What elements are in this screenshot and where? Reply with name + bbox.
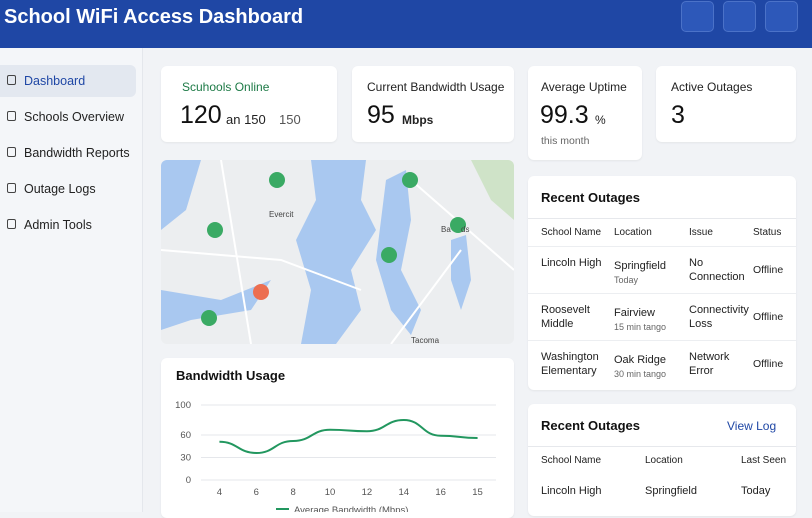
stat-value: 120 bbox=[180, 101, 222, 129]
chart-card: Bandwidth Usage 0 30 60 100 4 6 8 10 12 14 16 15 Ave… bbox=[161, 358, 514, 518]
cell-status: Offline bbox=[753, 358, 784, 370]
stat-label: Scuhools Online bbox=[182, 80, 270, 94]
map-road bbox=[161, 160, 514, 344]
stat-value: 3 bbox=[671, 101, 685, 129]
cell: Springfield bbox=[614, 260, 666, 272]
stat-card: Average Uptime 99.3 % this month bbox=[528, 66, 642, 160]
power-button[interactable] bbox=[765, 1, 798, 32]
nav-item[interactable]: Outage Logs bbox=[0, 173, 136, 205]
stat-value: 95 bbox=[367, 101, 395, 129]
nav-icon bbox=[7, 183, 16, 193]
chart-title: Bandwidth Usage bbox=[176, 368, 285, 383]
cell: Roosevelt Middle bbox=[541, 304, 590, 330]
x-tick-label: 15 bbox=[472, 487, 483, 498]
cell: Lincoln High bbox=[541, 485, 602, 497]
header: School WiFi Access Dashboard bbox=[0, 0, 812, 48]
y-tick-label: 60 bbox=[180, 430, 191, 441]
x-tick-label: 4 bbox=[217, 487, 222, 498]
outage-marker[interactable] bbox=[253, 284, 269, 300]
x-tick-label: 6 bbox=[254, 487, 259, 498]
nav-item[interactable]: Admin Tools bbox=[0, 209, 136, 241]
stat-label: Average Uptime bbox=[541, 80, 627, 94]
stat-card: Active Outages 3 bbox=[656, 66, 796, 142]
cell-status: Offline bbox=[753, 311, 784, 323]
chart: Bandwidth Usage 0 30 60 100 4 6 8 10 12 14 16 15 Ave… bbox=[175, 368, 496, 516]
x-tick-label: 10 bbox=[325, 487, 336, 498]
map-water bbox=[451, 235, 471, 310]
sidebar: Dashboard Schools Overview Bandwidth Repor… bbox=[0, 48, 143, 512]
y-tick-label: 0 bbox=[186, 475, 191, 486]
nav-icon bbox=[7, 219, 16, 229]
stat-label: Current Bandwidth Usage bbox=[367, 80, 505, 94]
settings-button[interactable] bbox=[723, 1, 756, 32]
cell: Oak Ridge bbox=[614, 354, 666, 366]
legend-label: Average Bandwidth (Mbps) bbox=[294, 505, 408, 512]
card-title: Recent Outages bbox=[541, 418, 640, 433]
line-series bbox=[219, 418, 478, 455]
map-water bbox=[376, 170, 421, 335]
map-markers bbox=[201, 172, 466, 326]
row-divider bbox=[528, 293, 796, 294]
x-tick-label: 16 bbox=[435, 487, 446, 498]
table-header: Location bbox=[645, 455, 683, 466]
card-title: Recent Outages bbox=[541, 190, 640, 205]
stat-unit: % bbox=[595, 113, 606, 127]
cell: No Connection bbox=[689, 257, 745, 283]
map-label: ds bbox=[461, 225, 469, 234]
cell: Network Error bbox=[689, 351, 730, 377]
map-label: Tacoma bbox=[411, 336, 440, 344]
nav-item[interactable]: Schools Overview bbox=[0, 101, 136, 133]
app-title: School WiFi Access Dashboard bbox=[4, 6, 304, 28]
nav-item[interactable]: Dashboard bbox=[0, 65, 136, 97]
cell-sub: 30 min tango bbox=[614, 369, 667, 379]
stat-extra: 150 bbox=[279, 112, 301, 127]
y-tick-label: 30 bbox=[180, 453, 191, 464]
nav-item[interactable]: Bandwidth Reports bbox=[0, 137, 136, 169]
map-park bbox=[471, 160, 514, 220]
stat-card: Scuhools Online 120 an 150 150 bbox=[161, 66, 337, 142]
x-tick-label: 14 bbox=[399, 487, 410, 498]
row-divider bbox=[528, 340, 796, 341]
stat-value: 99.3 bbox=[540, 101, 589, 129]
cell-sub: Today bbox=[614, 275, 639, 285]
nav-icon bbox=[7, 111, 16, 121]
map-water bbox=[296, 160, 376, 344]
stat-label: Active Outages bbox=[671, 80, 753, 94]
cell: Today bbox=[741, 485, 771, 497]
table-header: Location bbox=[614, 227, 652, 238]
outages-card: Recent Outages School Name Location Issue St… bbox=[528, 176, 796, 390]
cell: Fairview bbox=[614, 307, 655, 319]
view-log-link[interactable]: View Log bbox=[727, 419, 777, 433]
table-header: Status bbox=[753, 227, 782, 238]
table-header: School Name bbox=[541, 227, 602, 238]
table-header: Last Seen bbox=[741, 455, 787, 466]
cell-sub: 15 min tango bbox=[614, 322, 667, 332]
x-tick-label: 8 bbox=[291, 487, 296, 498]
table-header: School Name bbox=[541, 455, 602, 466]
user-button[interactable] bbox=[681, 1, 714, 32]
cell: Washington Elementary bbox=[541, 351, 599, 377]
y-tick-label: 100 bbox=[175, 400, 191, 411]
table-header: Issue bbox=[689, 227, 713, 238]
map-label: Evercit bbox=[269, 210, 294, 219]
cell: Lincoln High bbox=[541, 257, 602, 269]
cell: Connectivity Loss bbox=[689, 304, 749, 330]
map: Evercit Ba ds Tacoma bbox=[161, 160, 514, 344]
stat-sub: an 150 bbox=[226, 112, 266, 127]
cell-status: Offline bbox=[753, 264, 784, 276]
table-divider bbox=[528, 218, 796, 219]
cell: Springfield bbox=[645, 485, 697, 497]
map-label: Ba bbox=[441, 225, 451, 234]
row-divider bbox=[528, 246, 796, 247]
map-water bbox=[161, 160, 271, 330]
stat-unit: Mbps bbox=[402, 113, 434, 127]
stat-card: Current Bandwidth Usage 95 Mbps bbox=[352, 66, 514, 142]
nav-icon bbox=[7, 75, 16, 85]
log-card: Recent Outages View Log School Name Locatio… bbox=[528, 404, 796, 516]
x-tick-label: 12 bbox=[362, 487, 373, 498]
stat-sub: this month bbox=[541, 135, 590, 147]
nav-icon bbox=[7, 147, 16, 157]
table-divider bbox=[528, 446, 796, 447]
